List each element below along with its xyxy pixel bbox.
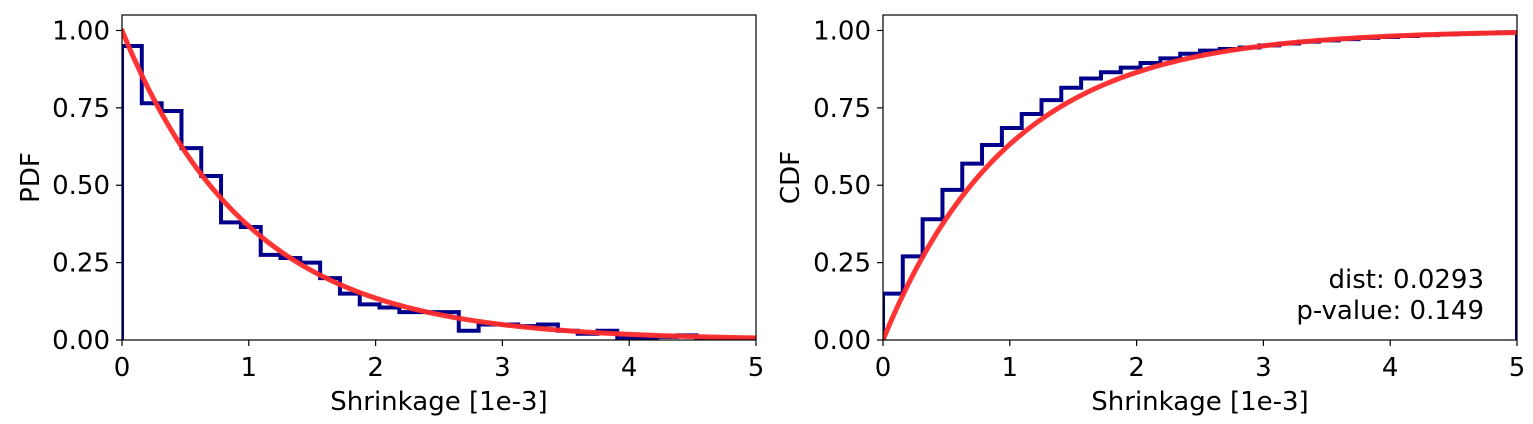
plot-area	[122, 27, 756, 340]
y-axis-label: CDF	[776, 151, 806, 204]
x-tick-label: 5	[1509, 353, 1526, 383]
x-tick-label: 2	[1128, 353, 1145, 383]
x-tick-label: 3	[494, 353, 511, 383]
x-axis-label: Shrinkage [1e-3]	[330, 387, 547, 417]
fitted-pdf-curve	[122, 27, 756, 340]
y-axis-label: PDF	[16, 152, 46, 203]
axes-frame	[882, 14, 1518, 341]
p-value-annotation: p-value: 0.149	[1296, 296, 1484, 326]
pdf-panel: 0 1 2 3 4 5 0.00 0.25 0.50 0.75 1.00 Shrinkage [1e-…	[16, 14, 765, 417]
ks-distance-annotation: dist: 0.0293	[1329, 265, 1484, 295]
x-tick-label: 4	[1382, 353, 1399, 383]
y-tick-label: 0.50	[52, 171, 110, 201]
x-tick-label: 3	[1255, 353, 1272, 383]
x-axis-label: Shrinkage [1e-3]	[1091, 387, 1308, 417]
axes-frame	[121, 14, 757, 341]
x-tick-label: 5	[748, 353, 765, 383]
y-tick-label: 0.50	[813, 171, 871, 201]
x-tick-label: 1	[241, 353, 258, 383]
x-tick-label: 0	[875, 353, 892, 383]
x-tick-label: 0	[114, 353, 131, 383]
y-tick-label: 0.25	[813, 249, 871, 279]
fitted-cdf-curve	[883, 30, 1517, 340]
cdf-panel: 0 1 2 3 4 5 0.00 0.25 0.50 0.75 1.00 Shrinkage [1e-…	[776, 14, 1526, 417]
histogram-step-line	[122, 43, 756, 340]
plot-area	[883, 30, 1517, 340]
x-tick-label: 2	[367, 353, 384, 383]
x-tick-label: 1	[1002, 353, 1019, 383]
y-tick-label: 0.75	[813, 94, 871, 124]
y-tick-label: 0.25	[52, 249, 110, 279]
y-tick-label: 0.00	[52, 326, 110, 356]
x-tick-label: 4	[621, 353, 638, 383]
y-tick-label: 1.00	[813, 16, 871, 46]
y-tick-label: 0.75	[52, 94, 110, 124]
y-tick-label: 0.00	[813, 326, 871, 356]
y-tick-label: 1.00	[52, 16, 110, 46]
